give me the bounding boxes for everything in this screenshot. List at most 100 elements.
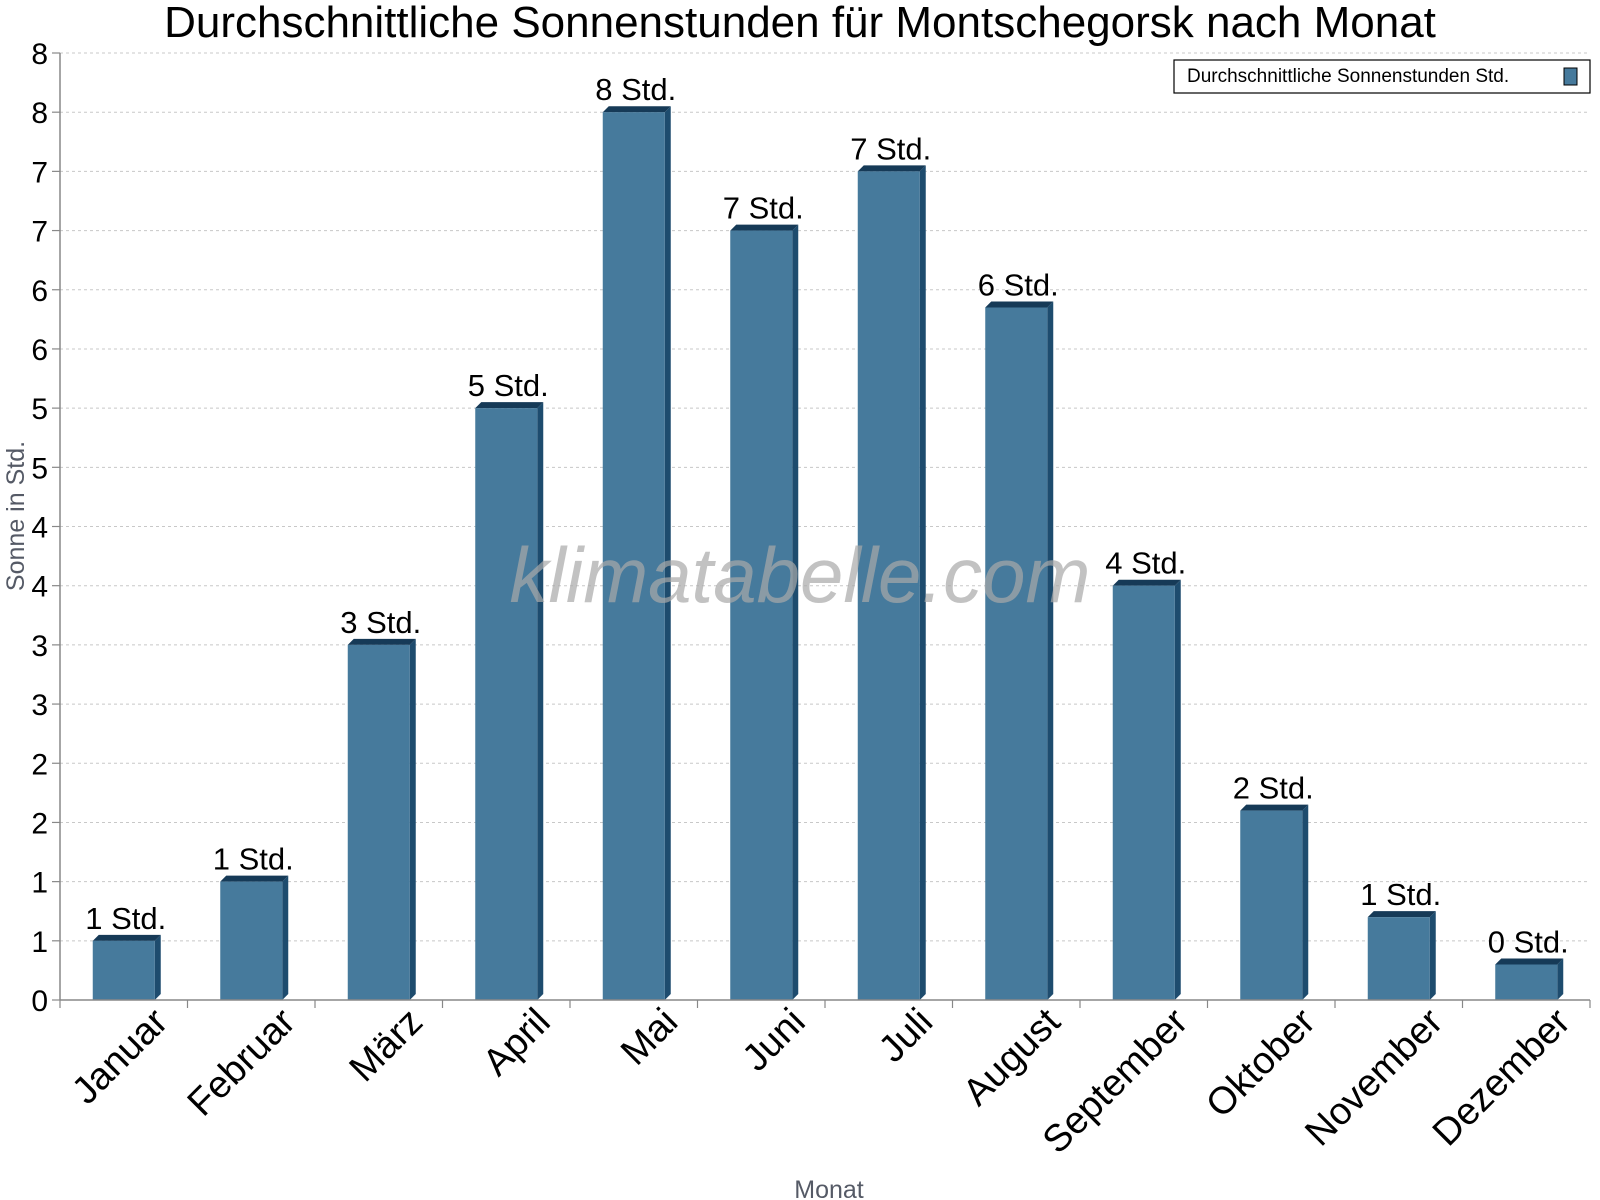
bar [1240,804,1309,1000]
bar-value-label: 1 Std. [85,901,166,936]
legend: Durchschnittliche Sonnenstunden Std. [1173,59,1591,94]
bar-side [792,224,799,1000]
y-tick-label: 5 [31,393,48,426]
bar-top [92,934,161,941]
bar-top [1367,911,1436,918]
bar-top [985,301,1054,308]
bar-top [475,402,544,409]
bar-side [154,934,161,1000]
x-tick-label: April [475,1001,558,1084]
y-tick-label: 0 [31,985,48,1018]
legend-label: Durchschnittliche Sonnenstunden Std. [1187,66,1509,87]
y-tick-label: 8 [31,38,48,71]
bar-value-labels: 1 Std. 1 Std. 3 Std. 5 Std. 8 Std. 7 Std. 7 St… [85,72,1569,959]
bar [730,224,799,1000]
x-tick-label: Februar [180,1000,304,1124]
x-tick-label: Mai [613,1001,686,1074]
bar-top [1495,958,1564,965]
bar-face [1112,585,1175,1000]
bar [220,875,289,1000]
y-tick-label: 2 [31,807,48,840]
bar [1112,579,1181,1000]
bar-side [1557,958,1564,1000]
axes [52,52,1591,1008]
bar-top [857,165,926,172]
bar-face [1240,810,1303,1000]
x-tick-label: Oktober [1198,1000,1324,1126]
legend-box [1173,59,1591,94]
bar-face [347,644,410,1000]
bar-value-label: 0 Std. [1488,924,1569,959]
bar-value-label: 7 Std. [723,191,804,226]
bar-top [730,224,799,231]
x-tick-label: August [955,1000,1069,1114]
bar-top [1240,804,1309,811]
x-axis-title: Monat [794,1176,864,1200]
bar-face [985,307,1048,1001]
y-tick-label: 4 [31,571,48,604]
bar-value-label: 1 Std. [1360,877,1441,912]
y-tick-label: 7 [31,156,48,189]
bar-side [1429,911,1436,1000]
y-tick-label: 6 [31,275,48,308]
bar [1367,911,1436,1000]
bar-value-label: 6 Std. [978,268,1059,303]
bar [347,638,416,1000]
y-tick-label: 2 [31,748,48,781]
bar [92,934,161,1000]
bar-face [1367,917,1430,1000]
bar-side [1302,804,1309,1000]
x-tick-label: Juli [871,1001,941,1071]
bar [602,106,671,1000]
bar-side [282,875,289,1000]
bar-top [602,106,671,113]
bar-side [664,106,671,1000]
bar-face [730,230,793,1000]
bar-top [220,875,289,882]
bar-value-label: 4 Std. [1105,546,1186,581]
bar-face [92,940,155,1000]
bar-side [409,638,416,1000]
bar-side [1174,579,1181,1000]
bar-face [857,171,920,1000]
bar [985,301,1054,1001]
bar-value-label: 1 Std. [213,842,294,877]
bar-face [220,881,283,1000]
y-tick-label: 8 [31,97,48,130]
y-tick-label: 1 [31,926,48,959]
legend-swatch [1563,67,1578,86]
y-tick-label: 1 [31,867,48,900]
bar-face [1495,964,1558,1000]
bar [475,402,544,1000]
bar-value-label: 7 Std. [850,131,931,166]
bar-face [475,408,538,1000]
y-tick-label: 4 [31,512,48,545]
bar-top [1112,579,1181,586]
x-tick-label: Januar [64,1000,176,1112]
bar-top [347,638,416,645]
x-tick-label: März [342,1001,431,1090]
y-tick-label: 3 [31,630,48,663]
watermark: klimatabelle.com [510,531,1091,619]
bar-value-label: 8 Std. [595,72,676,107]
bar-side [919,165,926,1000]
bar-side [1047,301,1054,1001]
y-tick-label: 7 [31,216,48,249]
chart-title: Durchschnittliche Sonnenstunden für Mont… [164,0,1436,47]
bar-value-label: 5 Std. [468,368,549,403]
y-tick-label: 3 [31,689,48,722]
bar [1495,958,1564,1000]
bar-face [602,112,665,1000]
bar-value-label: 3 Std. [340,605,421,640]
y-tick-label: 5 [31,452,48,485]
grid-lines [60,52,1590,942]
bar-side [537,402,544,1000]
y-tick-labels: 0 1 1 2 2 3 3 4 4 5 5 6 6 7 7 8 8 [31,38,48,1018]
bar [857,165,926,1000]
bars [92,106,1564,1001]
x-tick-label: November [1297,1000,1451,1154]
bar-value-label: 2 Std. [1233,771,1314,806]
y-tick-label: 6 [31,334,48,367]
x-tick-labels: Januar Februar März April Mai Juni Juli AugustS… [64,1000,1579,1161]
